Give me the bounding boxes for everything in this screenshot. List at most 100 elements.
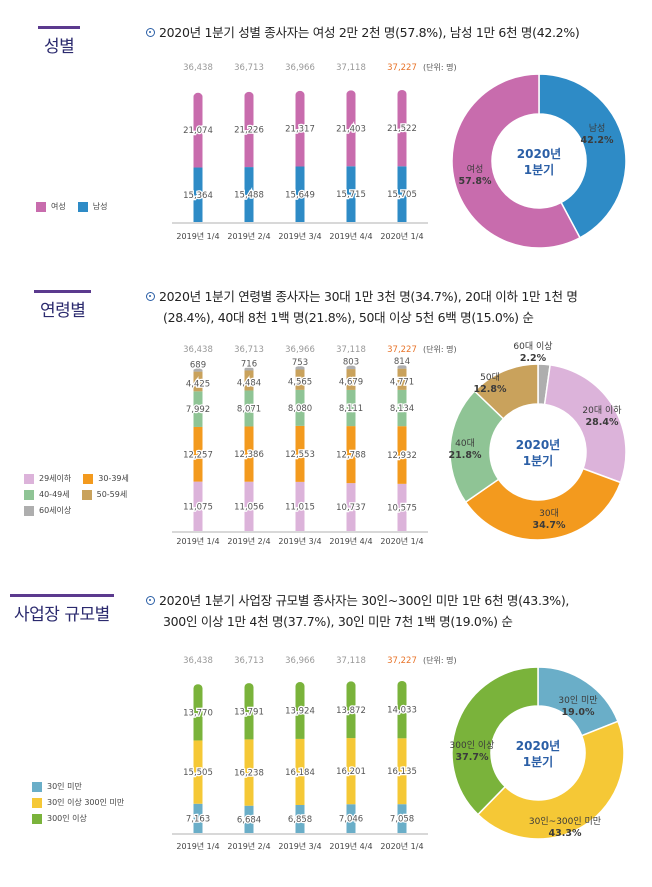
bar-segment <box>193 740 203 804</box>
total-label: 36,713 <box>234 345 264 355</box>
slice-label: 300인 이상 <box>450 740 495 751</box>
category-label: 2019년 2/4 <box>227 536 270 546</box>
bar-cap <box>346 90 356 99</box>
legend-swatch <box>32 781 42 792</box>
data-label: 13,791 <box>234 707 264 717</box>
total-label: 36,713 <box>234 63 264 73</box>
bar-segment <box>193 371 203 392</box>
bar-segment <box>193 426 203 482</box>
data-label: 689 <box>190 361 206 371</box>
bar-segment <box>397 483 407 531</box>
section-title-gender: 성별 <box>38 26 81 57</box>
slice-label: 50대 <box>480 372 500 383</box>
data-label: 12,386 <box>234 450 264 460</box>
data-label: 11,056 <box>234 502 264 512</box>
donut-slice <box>451 666 539 816</box>
data-label: 8,071 <box>237 404 261 414</box>
data-label: 16,184 <box>285 768 315 778</box>
bar-segment <box>346 685 356 739</box>
category-label: 2019년 1/4 <box>176 231 219 241</box>
category-label: 2019년 3/4 <box>278 841 321 851</box>
bar-segment <box>244 167 254 222</box>
data-label: 4,425 <box>186 379 210 389</box>
slice-label: 60대 이상 <box>513 341 552 352</box>
bar-segment <box>295 166 305 222</box>
legend-swatch <box>77 201 88 212</box>
legend-item: 60세이상 <box>24 505 71 516</box>
donut-center-label: 2020년 <box>516 438 560 452</box>
data-label: 15,505 <box>183 768 213 778</box>
legend-size: 30인 미만 30인 이상 300인 미만 300인 이상 <box>32 781 124 829</box>
data-label: 15,649 <box>285 190 315 200</box>
legend-swatch <box>81 489 92 500</box>
total-label: 36,438 <box>183 63 213 73</box>
bar-segment <box>244 805 254 833</box>
total-label: 37,227 <box>387 656 417 666</box>
bar-cap <box>244 91 254 100</box>
legend-label: 남성 <box>92 202 108 211</box>
bar-cap <box>244 367 254 371</box>
section-title-size: 사업장 규모별 <box>10 594 114 625</box>
bar-cap <box>295 366 305 370</box>
donut-center-label: 1분기 <box>524 162 554 177</box>
bar-segment <box>397 804 407 833</box>
category-label: 2019년 1/4 <box>176 841 219 851</box>
legend-label: 40-49세 <box>39 490 70 499</box>
legend-item: 30인 미만 <box>32 781 124 792</box>
slice-pct: 37.7% <box>456 752 489 763</box>
data-label: 21,317 <box>285 125 315 135</box>
headline-line-2: 300인 이상 1만 4천 명(37.7%), 30인 미만 7천 1백 명(1… <box>163 614 513 629</box>
data-label: 6,684 <box>237 815 261 825</box>
data-label: 10,575 <box>387 503 417 513</box>
total-label: 36,966 <box>285 345 315 355</box>
data-label: 716 <box>241 359 257 369</box>
bar-segment <box>244 390 254 427</box>
bar-segment <box>346 483 356 531</box>
bar-segment <box>346 166 356 222</box>
donut-center-label: 2020년 <box>517 147 561 161</box>
slice-label: 30대 <box>539 508 559 519</box>
data-label: 21,226 <box>234 125 264 135</box>
legend-item: 30인 이상 300인 미만 <box>32 797 124 808</box>
donut-slice <box>543 363 627 484</box>
data-label: 13,770 <box>183 708 213 718</box>
bar-segment <box>193 391 203 427</box>
section-title-age: 연령별 <box>34 290 92 321</box>
total-label: 36,966 <box>285 656 315 666</box>
slice-pct: 43.3% <box>549 828 582 839</box>
total-label: 37,118 <box>336 656 366 666</box>
slice-pct: 19.0% <box>562 707 595 718</box>
total-label: 37,118 <box>336 63 366 73</box>
total-label: 36,438 <box>183 345 213 355</box>
data-label: 4,484 <box>237 378 261 388</box>
category-label: 2019년 4/4 <box>329 231 372 241</box>
section-headline: 2020년 1분기 성별 종사자는 여성 2만 2천 명(57.8%), 남성 … <box>146 22 580 43</box>
legend-swatch <box>32 797 42 808</box>
legend-swatch <box>24 473 34 484</box>
slice-label: 20대 이하 <box>582 405 622 416</box>
headline-line-1: 2020년 1분기 사업장 규모별 종사자는 30인~300인 미만 1만 6천… <box>159 593 570 608</box>
section-age: 연령별 2020년 1분기 연령별 종사자는 30대 1만 3천 명(34.7%… <box>0 282 652 552</box>
bar-segment <box>295 94 305 167</box>
bar-segment <box>193 803 203 833</box>
data-label: 12,553 <box>285 450 315 460</box>
data-label: 16,201 <box>336 767 366 777</box>
bar-segment <box>346 369 356 390</box>
donut-slice <box>464 467 622 541</box>
data-label: 11,015 <box>285 502 315 512</box>
data-label: 12,932 <box>387 451 417 461</box>
donut-center-label: 1분기 <box>523 453 553 468</box>
data-label: 803 <box>343 357 359 367</box>
legend-swatch <box>24 505 34 516</box>
section-size: 사업장 규모별 2020년 1분기 사업장 규모별 종사자는 30인~300인 … <box>0 580 652 850</box>
total-label: 37,227 <box>387 345 417 355</box>
bar-segment <box>397 738 407 805</box>
bar-segment <box>295 686 305 739</box>
bullet-icon <box>146 28 155 37</box>
data-label: 12,788 <box>336 451 366 461</box>
bar-cap <box>193 684 203 693</box>
bar-segment <box>397 426 407 484</box>
donut-slice <box>473 363 539 420</box>
slice-label: 30인~300인 미만 <box>529 816 601 827</box>
